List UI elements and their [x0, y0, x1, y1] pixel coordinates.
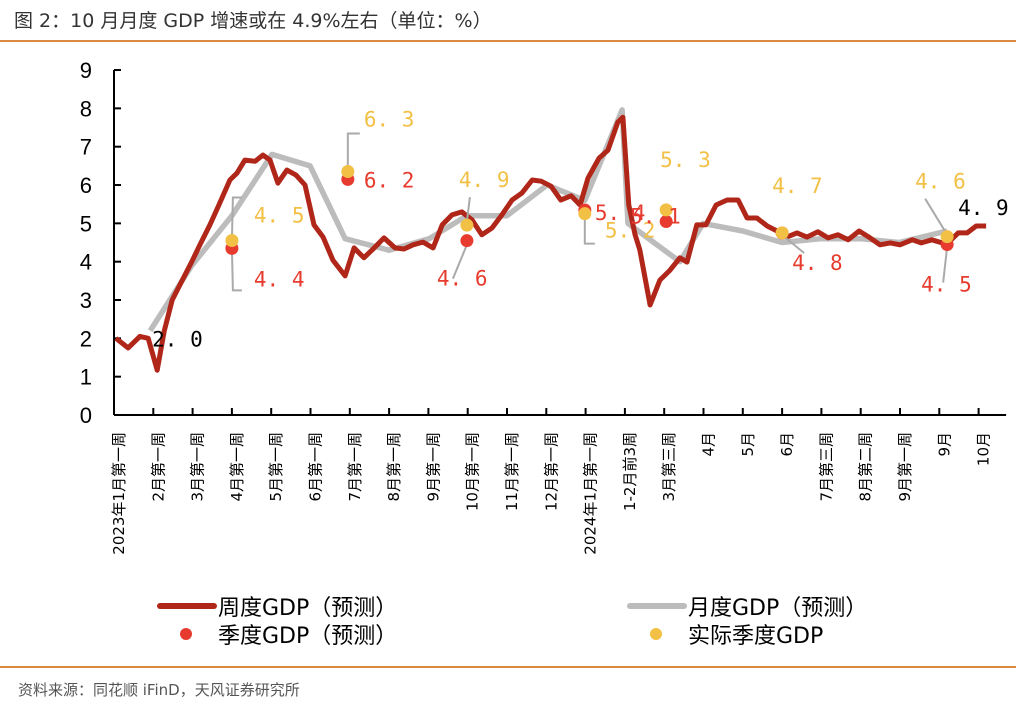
x-tick-label: 7月第三周 — [817, 432, 835, 502]
label-leader-line — [465, 197, 471, 222]
x-tick-label: 1-2月前3周 — [621, 432, 639, 511]
x-tick-label: 10月 — [975, 432, 993, 466]
x-tick-label: 2月第一周 — [149, 432, 167, 502]
y-tick-label: 1 — [80, 365, 92, 390]
data-label: 5. 1 — [630, 205, 681, 229]
legend-weekly-label: 周度GDP（预测） — [218, 596, 397, 621]
x-tick-label: 8月第二周 — [857, 432, 875, 502]
data-label: 6. 3 — [364, 108, 415, 132]
legend-monthly-label: 月度GDP（预测） — [688, 596, 867, 621]
quarterly-actual-point — [460, 218, 474, 232]
x-tick-label: 9月第一周 — [896, 432, 914, 502]
y-tick-label: 2 — [80, 326, 92, 351]
x-tick-label: 3月第三周 — [660, 432, 678, 502]
y-tick-label: 9 — [80, 58, 92, 83]
quarterly-actual-point — [578, 207, 592, 221]
data-label: 4. 4 — [254, 267, 305, 291]
monthly-gdp-line — [147, 107, 948, 333]
source-note: 资料来源：同花顺 iFinD，天风证券研究所 — [18, 681, 300, 699]
data-label: 4. 5 — [254, 204, 305, 228]
quarterly-forecast-point — [460, 234, 474, 248]
quarterly-actual-point — [659, 203, 673, 217]
x-tick-label: 7月第一周 — [346, 432, 364, 502]
label-leader-line — [346, 132, 360, 166]
x-tick-label: 2023年1月第一周 — [110, 432, 128, 555]
y-tick-label: 3 — [80, 288, 92, 313]
label-leader-line — [230, 196, 242, 241]
label-leader-line — [924, 198, 949, 236]
quarterly-actual-point — [341, 165, 355, 179]
x-tick-label: 6月 — [778, 432, 796, 457]
label-leader-line — [942, 246, 949, 283]
source-rule — [0, 666, 1016, 668]
quarterly-actual-point — [775, 226, 789, 240]
data-label: 5. 3 — [660, 148, 711, 172]
y-tick-label: 7 — [80, 135, 92, 160]
data-label: 4. 6 — [915, 170, 966, 194]
data-label: 5. 4 — [595, 201, 646, 225]
quarterly-forecast-point — [659, 215, 673, 229]
x-tick-label: 4月第一周 — [228, 432, 246, 502]
y-tick-label: 8 — [80, 96, 92, 121]
data-label: 2. 0 — [152, 327, 203, 351]
weekly-gdp-line — [114, 114, 987, 373]
x-tick-label: 5月第一周 — [267, 432, 285, 502]
x-tick-label: 2024年1月第一周 — [582, 432, 600, 555]
quarterly-actual-point — [940, 230, 954, 244]
x-tick-label: 12月第一周 — [542, 432, 560, 511]
data-label: 6. 2 — [364, 168, 415, 192]
x-tick-label: 11月第一周 — [503, 432, 521, 511]
x-tick-label: 9月第一周 — [424, 432, 442, 502]
y-tick-label: 0 — [80, 403, 92, 428]
data-label: 4. 6 — [437, 267, 488, 291]
x-tick-label: 8月第一周 — [385, 432, 403, 502]
data-label: 4. 8 — [792, 251, 843, 275]
y-tick-label: 6 — [80, 173, 92, 198]
data-label: 4. 9 — [958, 196, 1009, 220]
x-tick-label: 4月 — [700, 432, 718, 457]
data-label: 4. 7 — [772, 174, 823, 198]
y-tick-label: 5 — [80, 211, 92, 236]
x-tick-label: 3月第一周 — [189, 432, 207, 502]
data-label: 4. 5 — [921, 273, 972, 297]
legend-quarterly-actual-label: 实际季度GDP — [688, 624, 823, 649]
label-leader-line — [451, 244, 468, 280]
x-tick-label: 6月第一周 — [307, 432, 325, 502]
x-tick-label: 10月第一周 — [464, 432, 482, 511]
data-label: 4. 9 — [459, 168, 510, 192]
figure-title: 图 2：10 月月度 GDP 增速或在 4.9%左右（单位：%） — [14, 10, 492, 32]
legend-quarterly-actual-dot — [650, 628, 662, 640]
label-leader-line — [230, 248, 242, 292]
y-tick-label: 4 — [80, 250, 92, 275]
quarterly-actual-point — [225, 234, 239, 248]
title-rule — [0, 40, 1016, 42]
legend-quarterly-forecast-dot — [180, 628, 192, 640]
label-leader-line — [583, 219, 595, 245]
data-label: 5. 2 — [605, 219, 656, 243]
legend-quarterly-forecast-label: 季度GDP（预测） — [218, 624, 397, 649]
x-tick-label: 9月 — [935, 432, 953, 457]
x-tick-label: 5月 — [739, 432, 757, 457]
